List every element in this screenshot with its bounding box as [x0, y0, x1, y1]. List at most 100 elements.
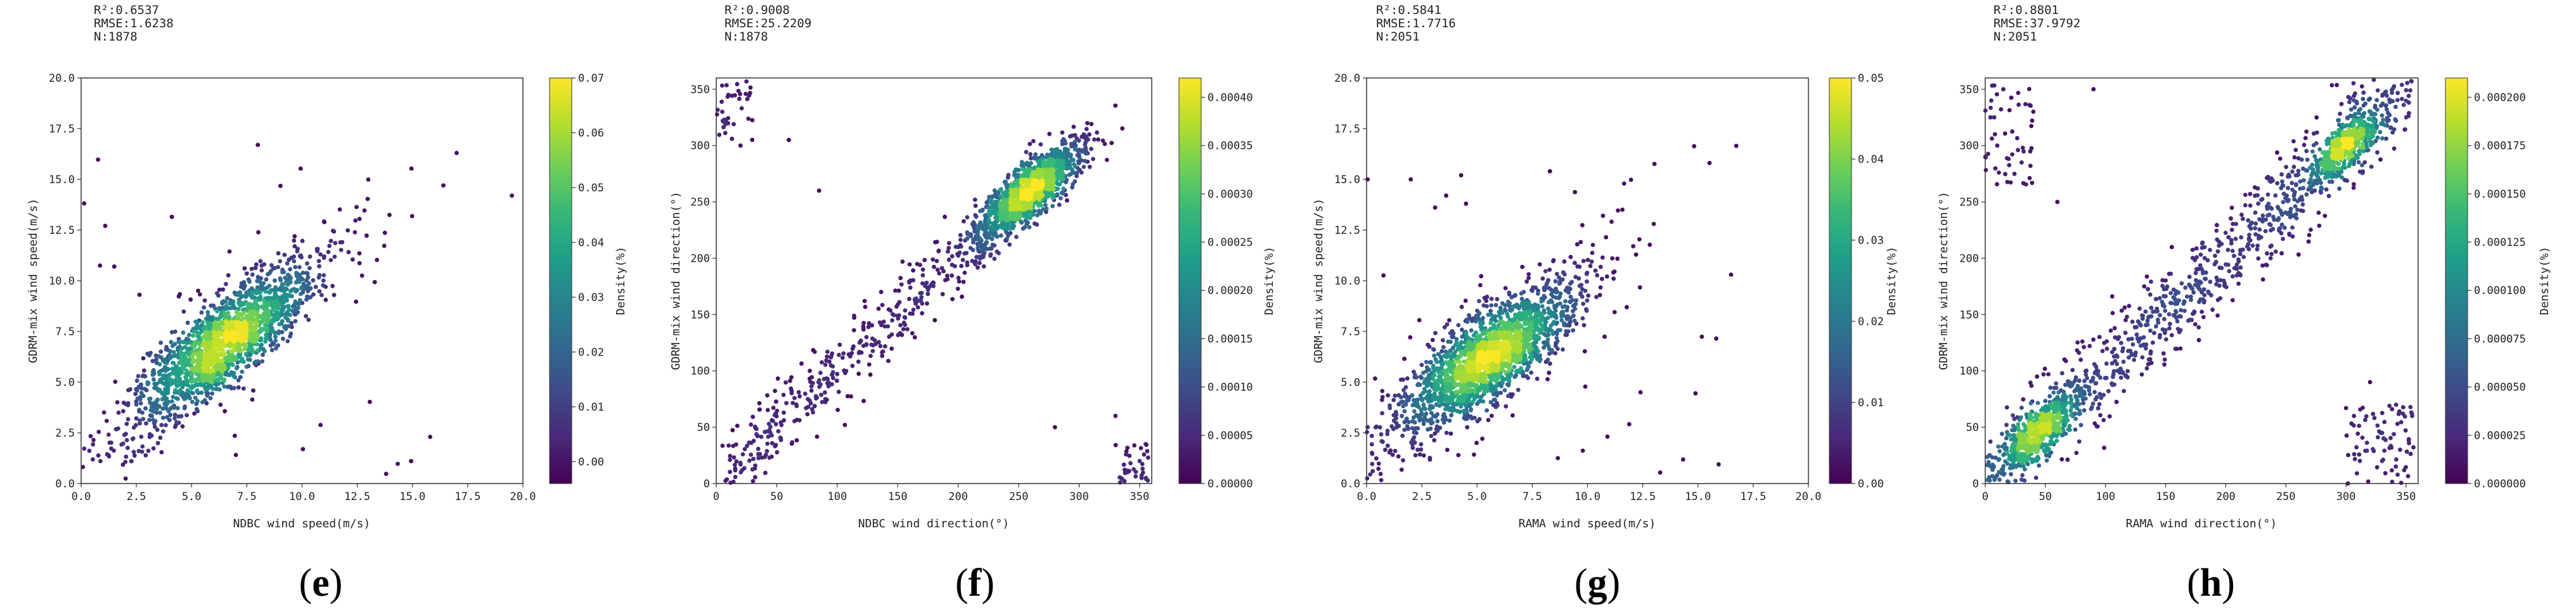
data-point: [757, 401, 762, 406]
data-point: [211, 339, 216, 344]
data-point: [1060, 191, 1065, 196]
data-point: [1472, 397, 1477, 402]
data-point: [1583, 384, 1588, 389]
data-point: [1060, 171, 1065, 176]
data-point: [208, 396, 213, 401]
data-point: [165, 414, 169, 420]
data-point: [283, 326, 288, 331]
data-point: [1555, 456, 1561, 461]
data-point: [1036, 181, 1041, 186]
data-point: [986, 217, 991, 222]
data-point: [744, 91, 748, 96]
data-point: [123, 459, 128, 465]
data-point: [231, 385, 236, 390]
data-point: [169, 214, 174, 219]
data-point: [158, 378, 162, 382]
data-point: [1493, 303, 1498, 307]
data-point: [1540, 304, 1545, 309]
data-point: [103, 224, 108, 228]
data-point: [1133, 470, 1138, 474]
data-point: [1083, 158, 1088, 164]
data-point: [1145, 449, 1150, 454]
data-point: [244, 364, 249, 369]
data-point: [898, 276, 903, 281]
data-point: [1584, 308, 1589, 313]
y-tick-label: 0: [704, 478, 710, 491]
data-point: [368, 399, 372, 404]
data-point: [997, 212, 1001, 217]
data-point: [1122, 467, 1127, 472]
data-point: [184, 368, 189, 373]
data-point: [271, 342, 276, 347]
data-point: [945, 273, 950, 278]
data-point: [941, 269, 946, 274]
data-point: [946, 257, 951, 262]
data-point: [756, 456, 761, 461]
data-point: [808, 398, 812, 403]
data-point: [1412, 409, 1417, 414]
data-point: [158, 411, 162, 415]
data-point: [1454, 340, 1459, 345]
data-point: [1057, 202, 1062, 207]
data-point: [1408, 335, 1413, 340]
data-point: [966, 231, 971, 236]
data-point: [787, 138, 791, 143]
data-point: [770, 440, 775, 446]
data-point: [210, 391, 215, 396]
data-point: [1535, 349, 1540, 354]
data-point: [196, 366, 201, 371]
data-point: [976, 238, 981, 242]
data-point: [1388, 406, 1393, 411]
scatter-points: [1365, 143, 1739, 482]
data-point: [861, 324, 866, 329]
data-point: [300, 285, 304, 290]
stats-text: R²:0.5841 RMSE:1.7716 N:2051: [1376, 3, 1456, 44]
data-point: [1520, 264, 1525, 269]
data-point: [169, 340, 174, 345]
data-point: [733, 475, 738, 480]
x-tick-label: 300: [1069, 491, 1089, 503]
data-point: [268, 269, 273, 274]
data-point: [375, 257, 380, 262]
data-point: [267, 283, 272, 288]
data-point: [228, 349, 233, 354]
data-point: [139, 386, 144, 391]
data-point: [454, 151, 459, 155]
data-point: [176, 406, 180, 411]
n-stat: N:1878: [94, 30, 138, 44]
data-point: [1040, 170, 1045, 175]
data-point: [205, 359, 210, 363]
data-point: [1433, 331, 1438, 335]
data-point: [806, 404, 811, 409]
data-point: [789, 386, 794, 391]
data-point: [978, 220, 983, 225]
data-point: [1572, 318, 1577, 323]
data-point: [387, 212, 392, 217]
data-point: [1439, 399, 1444, 404]
data-point: [723, 478, 728, 483]
data-point: [879, 290, 884, 295]
data-point: [1079, 149, 1085, 154]
data-point: [1557, 328, 1562, 333]
data-point: [353, 218, 358, 223]
data-point: [1411, 438, 1415, 442]
data-point: [869, 342, 874, 347]
data-point: [297, 279, 302, 285]
y-tick-label: 10.0: [49, 275, 75, 288]
data-point: [215, 331, 220, 336]
data-point: [1448, 331, 1453, 335]
data-point: [815, 434, 820, 439]
data-point: [958, 238, 963, 242]
data-point: [1561, 270, 1566, 275]
data-point: [226, 273, 231, 278]
data-point: [157, 354, 161, 359]
data-point: [927, 285, 932, 289]
data-point: [1512, 375, 1517, 380]
data-point: [1003, 179, 1008, 184]
colorbar: 0.000.010.020.030.040.050.060.07 Density…: [549, 72, 628, 484]
data-point: [1005, 175, 1010, 180]
data-point: [1140, 466, 1145, 471]
data-point: [141, 416, 146, 421]
data-point: [235, 316, 240, 321]
data-point: [889, 346, 894, 351]
